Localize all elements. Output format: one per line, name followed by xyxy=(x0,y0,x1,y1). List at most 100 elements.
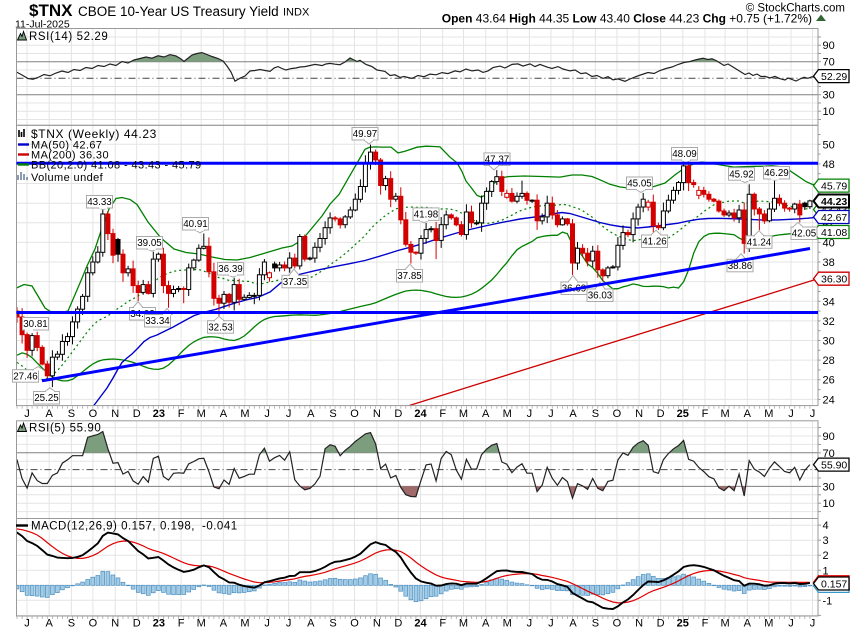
svg-text:30.81: 30.81 xyxy=(23,319,48,330)
svg-text:24: 24 xyxy=(414,408,427,420)
svg-text:A: A xyxy=(569,618,577,630)
svg-text:A: A xyxy=(46,408,54,420)
svg-text:N: N xyxy=(373,408,381,420)
svg-text:F: F xyxy=(439,618,446,630)
svg-text:CBOE 10-Year US Treasury Yield: CBOE 10-Year US Treasury Yield xyxy=(78,4,279,19)
svg-text:11-Jul-2025: 11-Jul-2025 xyxy=(15,19,70,31)
svg-text:-0.041: -0.041 xyxy=(202,521,238,533)
svg-text:10: 10 xyxy=(823,498,835,510)
svg-text:90: 90 xyxy=(823,40,835,52)
svg-text:J: J xyxy=(548,408,554,420)
svg-text:70: 70 xyxy=(823,57,835,69)
svg-text:0.157: 0.157 xyxy=(821,578,847,590)
svg-text:0.198,: 0.198, xyxy=(160,521,195,533)
svg-text:F: F xyxy=(702,408,709,420)
svg-text:J: J xyxy=(286,408,292,420)
svg-text:D: D xyxy=(394,618,402,630)
svg-text:33.34: 33.34 xyxy=(145,316,170,327)
svg-text:27.46: 27.46 xyxy=(13,371,38,382)
svg-text:A: A xyxy=(482,618,490,630)
svg-text:32: 32 xyxy=(823,316,835,328)
svg-text:A: A xyxy=(482,408,490,420)
svg-text:36.30: 36.30 xyxy=(821,274,847,286)
svg-text:O: O xyxy=(350,618,359,630)
svg-text:36.39: 36.39 xyxy=(218,264,243,275)
svg-text:M: M xyxy=(459,618,468,630)
svg-text:49.97: 49.97 xyxy=(353,129,378,140)
svg-text:28: 28 xyxy=(823,355,835,367)
svg-text:23: 23 xyxy=(153,408,165,420)
svg-text:39.05: 39.05 xyxy=(137,238,162,249)
svg-text:30: 30 xyxy=(823,90,835,102)
svg-text:47.37: 47.37 xyxy=(485,155,510,166)
svg-text:Open 43.64 High 44.35 Low 43: Open 43.64 High 44.35 Low 43.40 Close 44… xyxy=(442,12,812,26)
svg-text:N: N xyxy=(111,408,119,420)
svg-text:23: 23 xyxy=(153,618,165,630)
svg-text:55.90: 55.90 xyxy=(821,459,847,471)
svg-text:M: M xyxy=(197,618,206,630)
svg-text:2: 2 xyxy=(823,550,829,562)
svg-text:J: J xyxy=(24,618,30,630)
svg-text:D: D xyxy=(133,618,141,630)
svg-text:34.02: 34.02 xyxy=(130,309,155,320)
svg-text:24: 24 xyxy=(414,618,427,630)
svg-text:S: S xyxy=(329,618,336,630)
svg-text:A: A xyxy=(744,618,752,630)
svg-text:36.03: 36.03 xyxy=(588,291,613,302)
svg-text:J: J xyxy=(264,618,270,630)
svg-text:M: M xyxy=(240,408,249,420)
svg-text:M: M xyxy=(503,618,512,630)
svg-text:N: N xyxy=(635,618,643,630)
svg-text:45.92: 45.92 xyxy=(729,169,754,180)
svg-text:A: A xyxy=(220,408,228,420)
svg-text:37.35: 37.35 xyxy=(283,277,308,288)
svg-text:38.86: 38.86 xyxy=(728,261,753,272)
svg-text:30: 30 xyxy=(823,336,835,348)
svg-text:N: N xyxy=(635,408,643,420)
svg-text:M: M xyxy=(459,408,468,420)
svg-text:J: J xyxy=(548,618,554,630)
svg-text:25.25: 25.25 xyxy=(34,393,59,404)
svg-text:A: A xyxy=(744,408,752,420)
svg-text:46.29: 46.29 xyxy=(764,168,789,179)
svg-text:32.53: 32.53 xyxy=(208,322,233,333)
svg-text:45.05: 45.05 xyxy=(627,179,652,190)
svg-text:$TNX (Weekly) 44.23: $TNX (Weekly) 44.23 xyxy=(31,127,157,141)
svg-text:J: J xyxy=(527,618,533,630)
svg-text:A: A xyxy=(307,618,315,630)
svg-text:D: D xyxy=(394,408,402,420)
svg-text:MA(200) 36.30: MA(200) 36.30 xyxy=(31,150,109,162)
svg-text:41.24: 41.24 xyxy=(747,238,772,249)
svg-text:J: J xyxy=(788,618,794,630)
svg-text:D: D xyxy=(657,408,665,420)
svg-text:MA(50) 42.67: MA(50) 42.67 xyxy=(31,140,102,152)
svg-text:25: 25 xyxy=(677,618,689,630)
svg-text:S: S xyxy=(592,618,599,630)
svg-text:45.79: 45.79 xyxy=(821,180,847,192)
svg-text:J: J xyxy=(810,618,816,630)
svg-text:40: 40 xyxy=(823,237,835,249)
svg-text:A: A xyxy=(307,408,315,420)
svg-text:41.26: 41.26 xyxy=(642,237,667,248)
svg-text:34: 34 xyxy=(823,296,835,308)
svg-text:J: J xyxy=(527,408,533,420)
svg-text:$TNX: $TNX xyxy=(29,1,73,20)
svg-text:BB(20,2.0) 41.08 - 43.43 - 45.: BB(20,2.0) 41.08 - 43.43 - 45.79 xyxy=(31,160,202,172)
svg-text:O: O xyxy=(89,618,98,630)
svg-text:© StockCharts.com: © StockCharts.com xyxy=(746,3,845,15)
svg-text:F: F xyxy=(178,618,185,630)
svg-text:M: M xyxy=(764,408,773,420)
svg-text:4: 4 xyxy=(823,520,829,532)
svg-text:42.05: 42.05 xyxy=(792,229,817,240)
svg-text:RSI(14) 52.29: RSI(14) 52.29 xyxy=(29,31,108,43)
svg-text:F: F xyxy=(178,408,185,420)
svg-text:50: 50 xyxy=(823,139,835,151)
svg-text:43.33: 43.33 xyxy=(87,197,112,208)
svg-text:MACD(12,26,9) 0.157,: MACD(12,26,9) 0.157, xyxy=(31,521,156,533)
svg-text:N: N xyxy=(111,618,119,630)
svg-text:F: F xyxy=(702,618,709,630)
svg-text:S: S xyxy=(592,408,599,420)
svg-text:S: S xyxy=(68,618,75,630)
svg-text:M: M xyxy=(764,618,773,630)
svg-text:M: M xyxy=(503,408,512,420)
